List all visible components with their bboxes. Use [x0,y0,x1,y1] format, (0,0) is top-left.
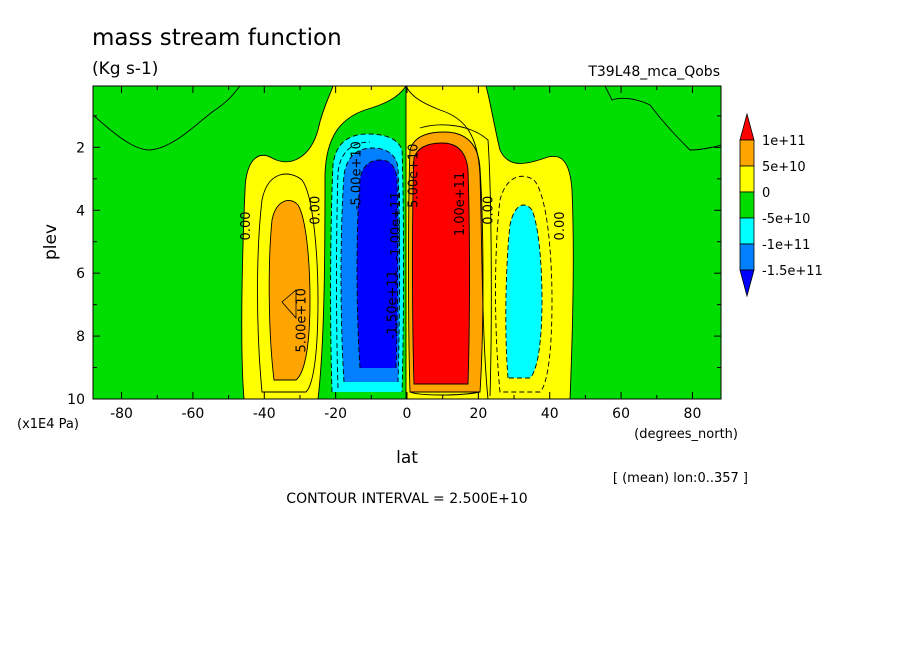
x-tick-label: -20 [324,406,347,422]
contour-interval: CONTOUR INTERVAL = 2.500E+10 [286,491,527,507]
colorbar-segment [739,243,755,271]
contour-nh-1 [408,131,484,393]
contour-label: 0.00 [553,212,568,241]
colorbar: 1e+11 5e+10 0 -5e+10 -1e+11 -1.5e+11 [739,112,823,298]
colorbar-label: -5e+10 [762,212,810,227]
x-tick-label: 60 [612,406,630,422]
x-tick-label: -40 [253,406,276,422]
northern-hadley-cell-core [412,143,470,384]
colorbar-label: 0 [762,186,770,201]
colorbar-bottom-arrow [739,269,755,298]
colorbar-label: 1e+11 [762,134,806,149]
x-tick-label: 40 [541,406,559,422]
run-label: T39L48_mca_Qobs [587,64,720,80]
footnote: [ (mean) lon:0..357 ] [613,471,748,486]
colorbar-label: -1.5e+11 [762,264,823,279]
x-tick-label: 0 [403,406,412,422]
colorbar-segment [739,165,755,193]
y-tick-label: 8 [76,329,85,345]
x-tick-label: -60 [181,406,204,422]
contour-label: -1.00e+11 [389,191,404,260]
chart-title: mass stream function [92,25,342,51]
contour-sf-core-marker [281,289,297,320]
y-axis: 2 4 6 8 10 [67,115,721,408]
contour-sh-2 [340,147,400,383]
contour-label: 5.00e+10 [407,143,422,207]
colorbar-top-arrow [739,112,755,141]
contour-label: 0.00 [309,196,324,225]
northern-polar-cell [486,86,721,399]
x-tick-label: 80 [684,406,702,422]
contour-label: -5.00e+10 [350,141,365,210]
contour-sh-3 [356,159,399,369]
colorbar-segment [739,139,755,167]
contour-nh-2 [412,142,470,385]
y-tick-label: 2 [76,140,85,156]
x-axis-units: (degrees_north) [634,427,738,442]
y-axis-label: plev [41,224,61,260]
northern-ferrel-cell [505,205,542,378]
colorbar-segment [739,217,755,245]
contour-zero-sp [241,86,334,399]
contour-label: 1.00e+11 [453,172,468,236]
colorbar-label: 5e+10 [762,160,806,175]
plot-area: 0.000.00-5.00e+10-1.00e+115.00e+10 1.00e+… [93,86,721,399]
x-tick-label: 20 [469,406,487,422]
southern-hadley-cell-core [357,160,398,368]
y-tick-label: 6 [76,266,85,282]
contour-label: 0.00 [239,212,254,241]
contour-label: 0.00 [482,196,497,225]
contour-zero-polar-n [604,86,721,151]
colorbar-label: -1e+11 [762,238,810,253]
colorbar-segment [739,191,755,219]
southern-ferrel-cell [269,200,310,380]
contour-zero-np [485,86,574,399]
contour-zero-polar-s [93,86,241,151]
contour-nf-outer [495,175,553,393]
y-tick-label: 10 [67,392,85,408]
contour-sf-inner [268,200,311,381]
chart-units: (Kg s-1) [92,59,158,79]
contour-label: 5.00e+10 [294,288,309,352]
contour-nf-inner [505,204,543,379]
x-axis: -80 -60 -40 -20 0 20 40 60 80 [110,86,701,422]
contour-nh-base [409,391,481,396]
y-axis-units: (x1E4 Pa) [17,417,79,432]
y-tick-label: 4 [76,203,85,219]
contour-label-layer: 0.000.00-5.00e+10-1.00e+115.00e+10 1.00e+… [239,141,568,352]
contour-zero-sh [317,86,407,399]
x-axis-label: lat [396,448,418,468]
contour-nh-outer [419,124,492,397]
southern-polar-cell [93,86,333,399]
x-tick-label: -80 [110,406,133,422]
contour-label: -1.50e+11 [385,270,400,339]
contour-sf-outer [257,173,319,393]
